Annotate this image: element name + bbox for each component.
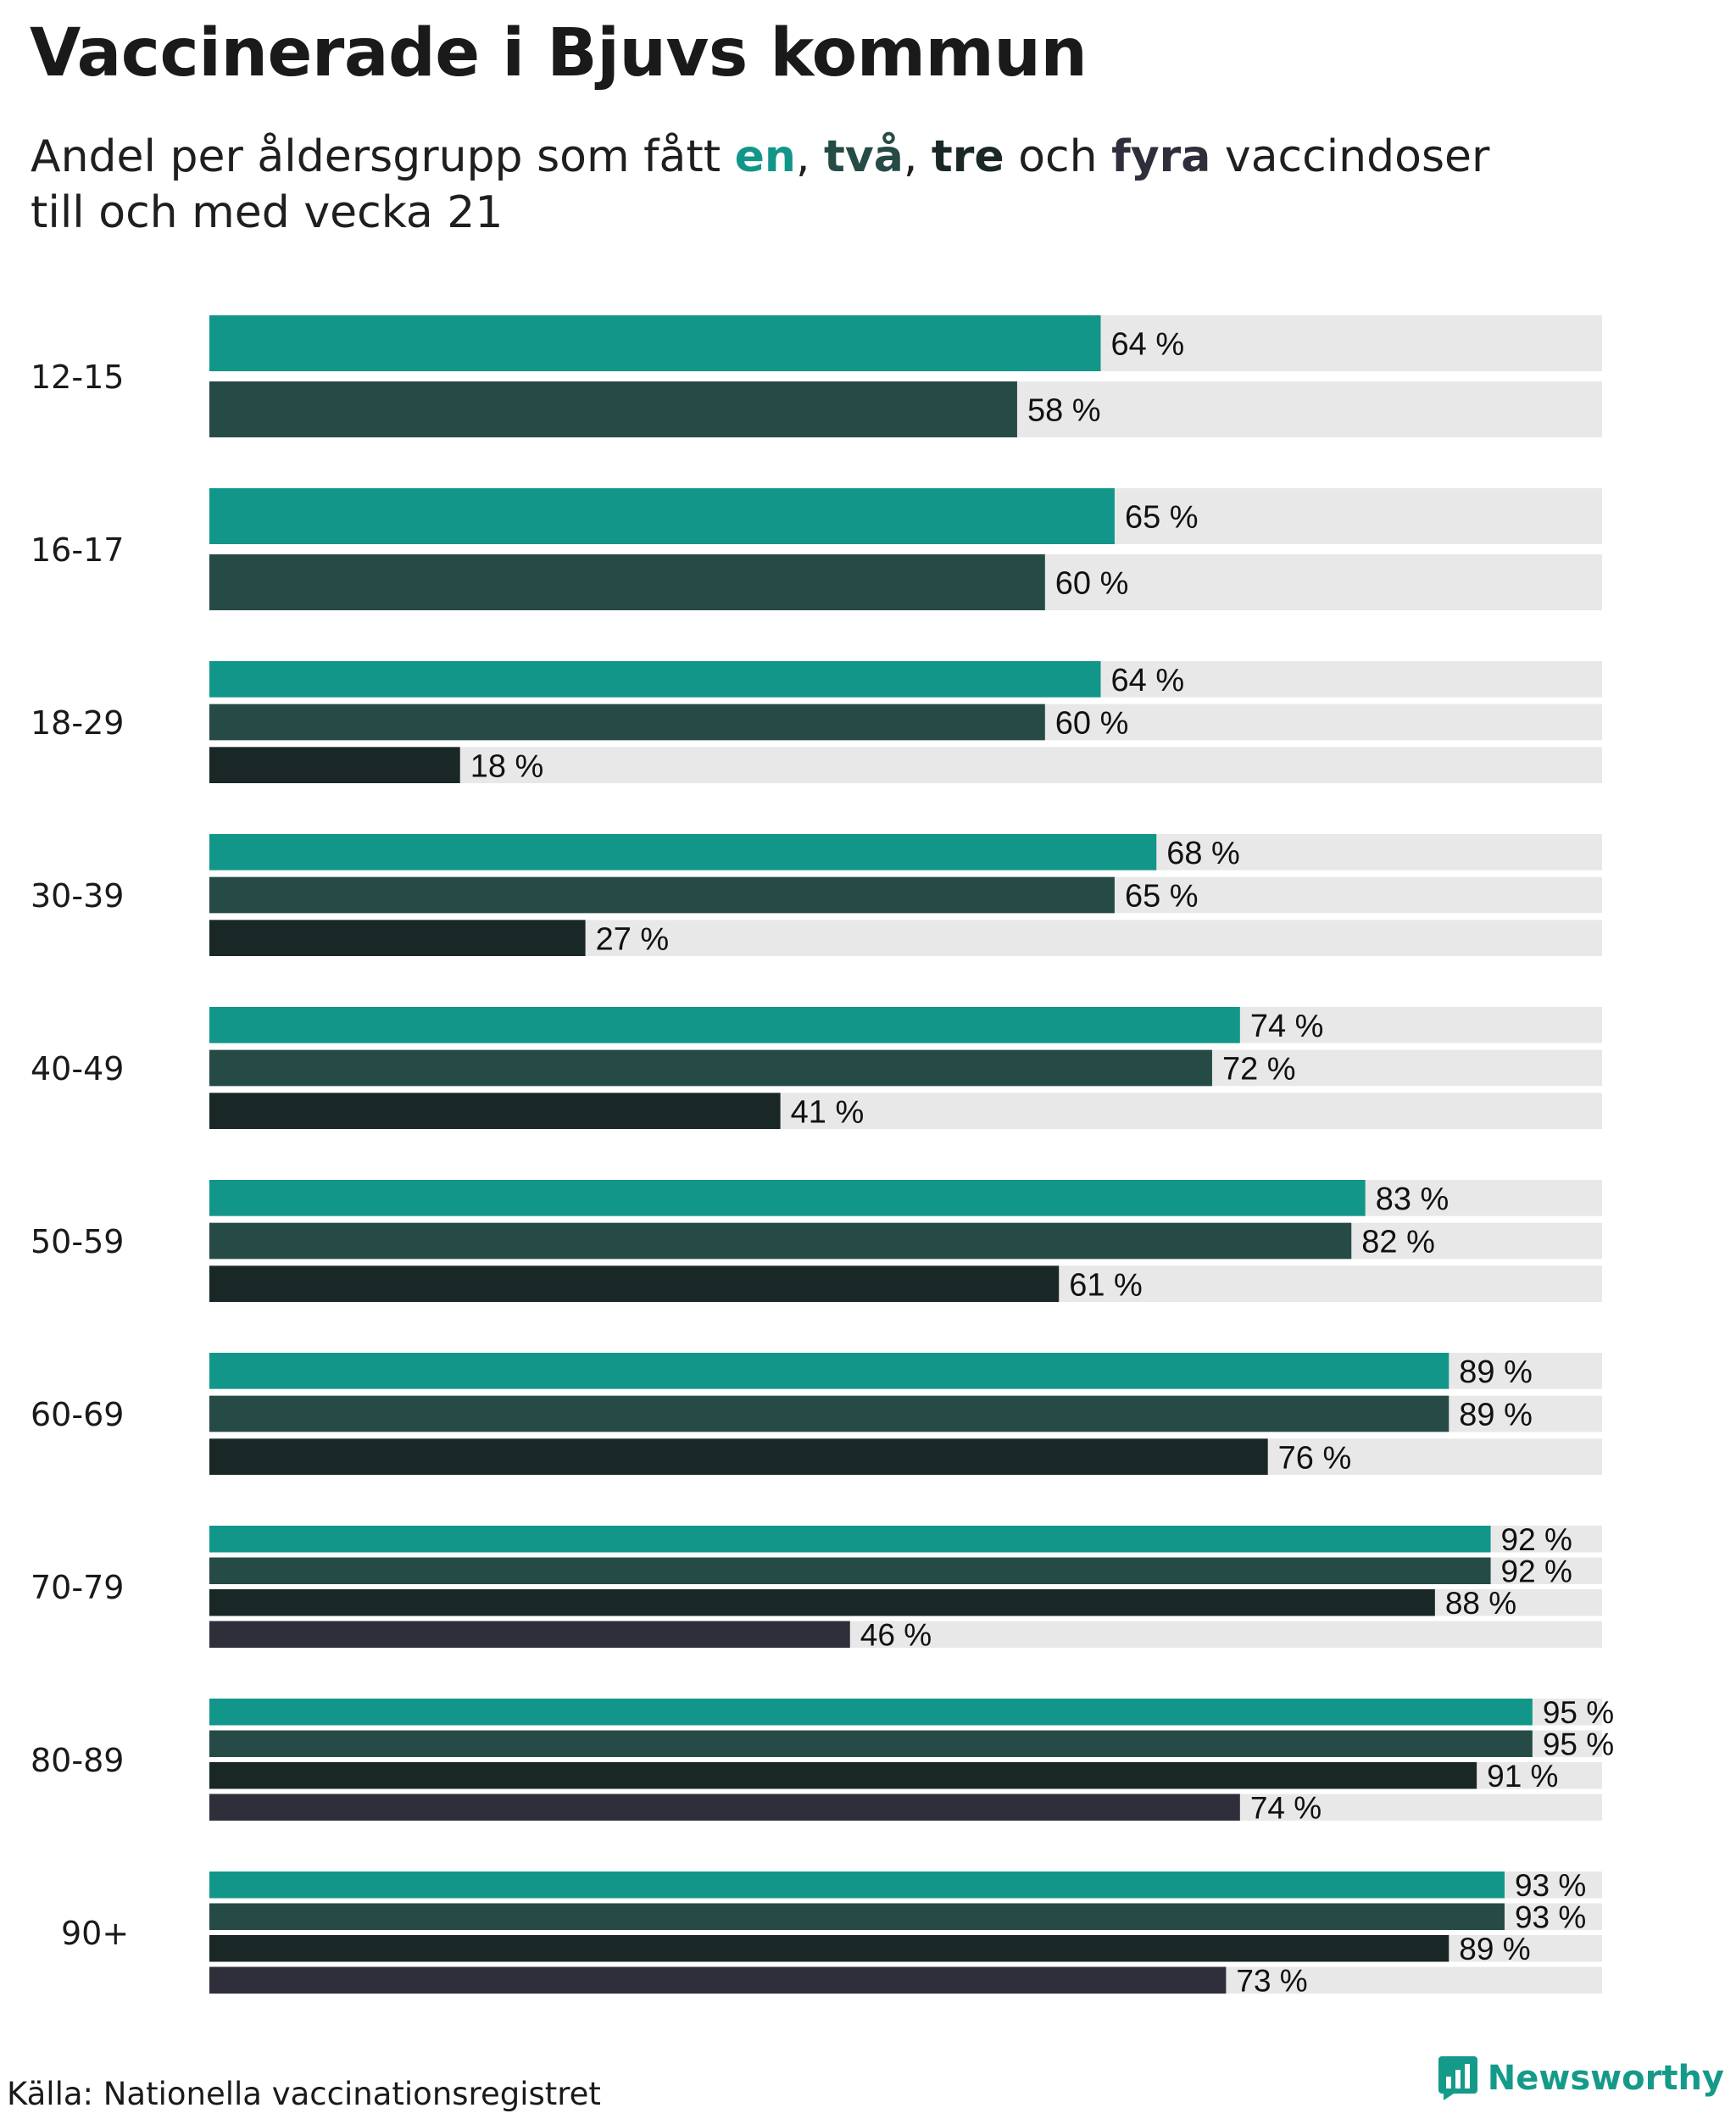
category-label: 90+ (61, 1915, 129, 1952)
bar-tva (209, 1222, 1352, 1260)
value-label: 74 % (1250, 1009, 1324, 1044)
value-label: 61 % (1069, 1267, 1143, 1303)
bar-fyra (209, 1621, 850, 1648)
value-label: 68 % (1166, 836, 1240, 871)
bar-tva (209, 1903, 1505, 1930)
subtitle-och: och (1004, 131, 1112, 182)
bar-en (209, 315, 1101, 371)
bar-tre (209, 1438, 1268, 1475)
bar-tre (209, 1589, 1435, 1616)
bar-group-12-15: 12-15 64 % 58 % (31, 315, 1602, 437)
subtitle-text: Andel per åldersgrupp som fått (31, 131, 735, 182)
category-label: 16-17 (31, 531, 124, 569)
bar-fyra (209, 1794, 1240, 1821)
brand-name: Newsworthy (1487, 2059, 1724, 2098)
value-label: 65 % (1125, 879, 1199, 915)
category-label: 18-29 (31, 704, 124, 742)
value-label: 89 % (1459, 1398, 1533, 1433)
chart-title: Vaccinerade i Bjuvs kommun (30, 15, 1088, 92)
value-label: 82 % (1361, 1225, 1435, 1260)
bar-en (209, 1872, 1505, 1899)
value-label: 89 % (1459, 1354, 1533, 1390)
brand[interactable]: Newsworthy (1438, 2056, 1724, 2100)
category-label: 70-79 (31, 1569, 124, 1606)
source-note: Källa: Nationella vaccinationsregistret (7, 2076, 601, 2112)
bar-en (209, 661, 1101, 698)
value-label: 60 % (1055, 566, 1129, 602)
bar-en (209, 1699, 1533, 1726)
subtitle-text: vaccindoser (1210, 131, 1490, 182)
bar-en (209, 1353, 1449, 1389)
value-label: 27 % (596, 921, 670, 957)
chart-subtitle: Andel per åldersgrupp som fått en, två, … (31, 129, 1641, 241)
bar-group-50-59: 50-59 83 % 82 % 61 % (31, 1180, 1602, 1303)
bar-group-30-39: 30-39 68 % 65 % 27 % (31, 834, 1602, 957)
bar-en (209, 1526, 1491, 1553)
legend-en: en (734, 131, 796, 182)
value-label: 72 % (1222, 1052, 1296, 1087)
category-label: 60-69 (31, 1396, 124, 1433)
value-label: 73 % (1236, 1964, 1307, 1999)
legend-tva: två (824, 131, 904, 182)
value-label: 89 % (1459, 1932, 1530, 1966)
subtitle-sep: , (903, 131, 932, 182)
category-label: 12-15 (31, 359, 124, 396)
bar-tva (209, 1049, 1212, 1087)
bar-tre (209, 1935, 1449, 1962)
bar-en (209, 834, 1157, 870)
value-label: 64 % (1111, 327, 1185, 363)
value-label: 18 % (470, 748, 544, 784)
category-label: 40-49 (31, 1050, 124, 1087)
value-label: 60 % (1055, 706, 1129, 742)
bar-tva (209, 381, 1017, 437)
bar-tva (209, 1395, 1449, 1432)
bar-group-40-49: 40-49 74 % 72 % 41 % (31, 1007, 1602, 1130)
bar-en (209, 488, 1115, 544)
value-label: 41 % (791, 1094, 865, 1130)
bar-tre (209, 920, 586, 956)
bar-tva (209, 876, 1115, 914)
bar-tre (209, 747, 460, 783)
bar-fyra (209, 1966, 1227, 1994)
value-label: 46 % (860, 1618, 932, 1653)
legend-fyra: fyra (1111, 131, 1211, 182)
bar-tre (209, 1093, 781, 1129)
bar-tva (209, 1557, 1491, 1584)
bar-tva (209, 1730, 1533, 1757)
value-label: 91 % (1487, 1759, 1558, 1794)
value-label: 64 % (1111, 663, 1185, 698)
category-label: 30-39 (31, 877, 124, 915)
bar-group-18-29: 18-29 64 % 60 % 18 % (31, 661, 1602, 784)
subtitle-sep: , (795, 131, 825, 182)
bar-en (209, 1180, 1366, 1216)
value-label: 93 % (1515, 1868, 1586, 1903)
value-label: 93 % (1515, 1900, 1586, 1935)
bar-group-16-17: 16-17 65 % 60 % (31, 488, 1602, 610)
value-label: 88 % (1445, 1586, 1516, 1621)
newsworthy-logo-icon (1438, 2056, 1477, 2100)
value-label: 76 % (1278, 1440, 1352, 1476)
value-label: 95 % (1543, 1727, 1614, 1762)
bar-group-90+: 90+93 %93 %89 %73 % (61, 1868, 1602, 1999)
bar-en (209, 1007, 1240, 1043)
value-label: 83 % (1376, 1182, 1449, 1217)
value-label: 92 % (1501, 1554, 1572, 1589)
bar-tva (209, 554, 1045, 610)
category-label: 50-59 (31, 1223, 124, 1260)
subtitle-line2: till och med vecka 21 (31, 187, 504, 238)
bar-tva (209, 704, 1045, 741)
value-label: 74 % (1250, 1791, 1321, 1826)
bar-tre (209, 1265, 1060, 1302)
bar-tre (209, 1762, 1477, 1789)
value-label: 58 % (1027, 393, 1101, 429)
value-label: 92 % (1501, 1522, 1572, 1557)
legend-tre: tre (931, 131, 1004, 182)
bar-group-60-69: 60-69 89 % 89 % 76 % (31, 1353, 1602, 1476)
category-label: 80-89 (31, 1742, 124, 1779)
value-label: 65 % (1125, 500, 1199, 536)
value-label: 95 % (1543, 1695, 1614, 1730)
